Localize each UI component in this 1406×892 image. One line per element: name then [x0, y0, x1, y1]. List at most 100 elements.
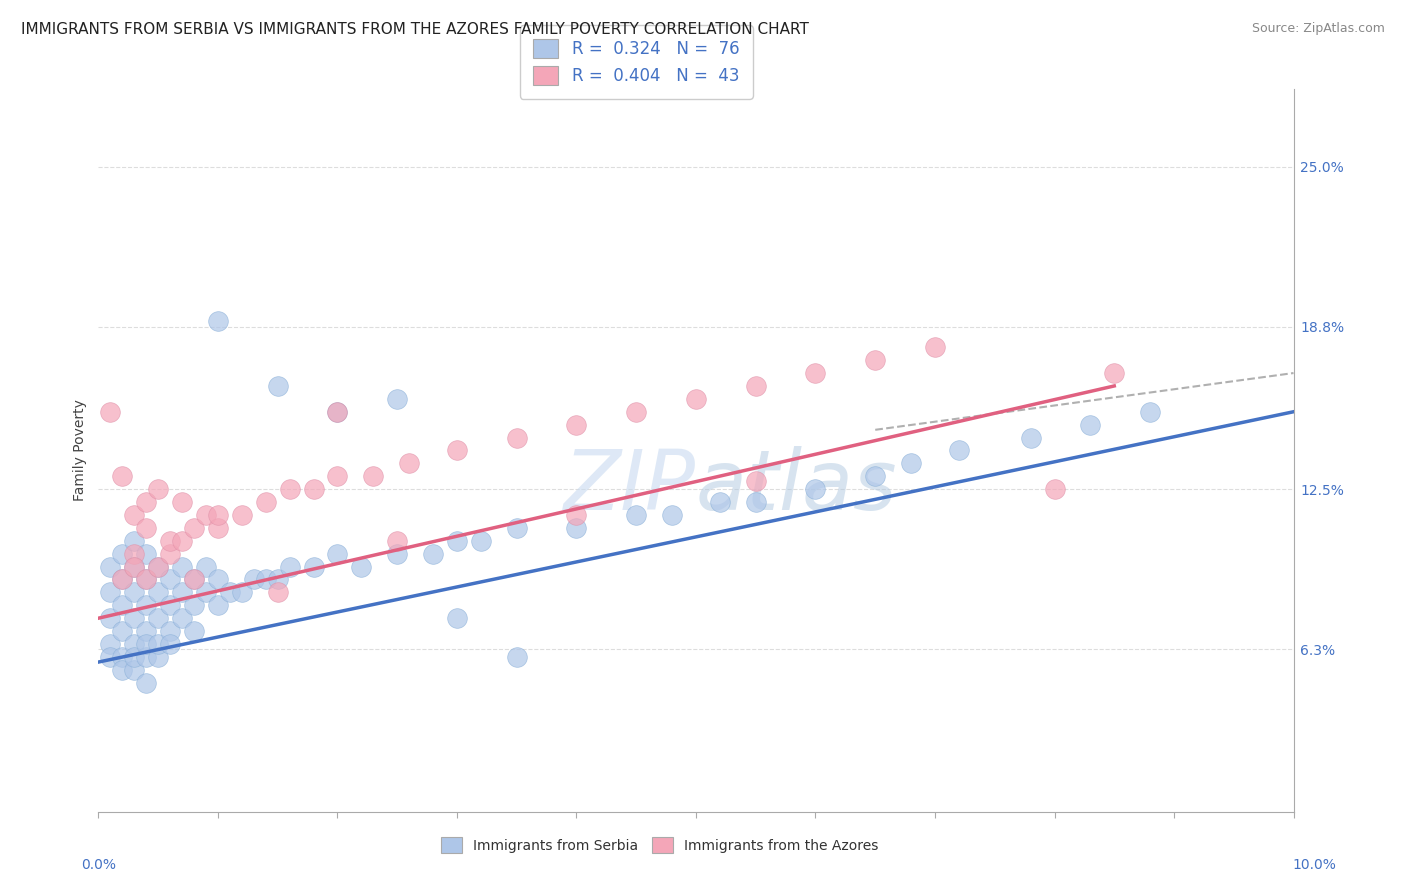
Point — [124, 559, 146, 574]
Point — [326, 547, 349, 561]
Legend: Immigrants from Serbia, Immigrants from the Azores: Immigrants from Serbia, Immigrants from … — [436, 832, 884, 859]
Point — [446, 533, 468, 548]
Point — [111, 469, 134, 483]
Point — [135, 637, 157, 651]
Point — [506, 431, 529, 445]
Point — [172, 611, 194, 625]
Point — [183, 573, 205, 587]
Point — [745, 495, 768, 509]
Y-axis label: Family Poverty: Family Poverty — [73, 400, 87, 501]
Text: Source: ZipAtlas.com: Source: ZipAtlas.com — [1251, 22, 1385, 36]
Point — [506, 649, 529, 664]
Point — [135, 547, 157, 561]
Point — [148, 559, 170, 574]
Point — [1019, 431, 1042, 445]
Point — [172, 533, 194, 548]
Point — [363, 469, 385, 483]
Point — [98, 649, 122, 664]
Point — [254, 573, 277, 587]
Point — [278, 482, 301, 496]
Point — [207, 573, 229, 587]
Point — [243, 573, 266, 587]
Text: 10.0%: 10.0% — [1292, 858, 1337, 872]
Point — [124, 637, 146, 651]
Text: atlas: atlas — [696, 446, 897, 527]
Point — [135, 573, 157, 587]
Point — [231, 508, 253, 522]
Point — [135, 624, 157, 639]
Point — [302, 559, 325, 574]
Point — [98, 611, 122, 625]
Point — [135, 573, 157, 587]
Point — [924, 340, 946, 354]
Point — [159, 599, 181, 613]
Point — [685, 392, 707, 406]
Text: IMMIGRANTS FROM SERBIA VS IMMIGRANTS FROM THE AZORES FAMILY POVERTY CORRELATION : IMMIGRANTS FROM SERBIA VS IMMIGRANTS FRO… — [21, 22, 808, 37]
Point — [865, 353, 887, 368]
Point — [124, 611, 146, 625]
Point — [207, 508, 229, 522]
Point — [745, 475, 768, 489]
Point — [159, 624, 181, 639]
Point — [98, 637, 122, 651]
Point — [124, 649, 146, 664]
Point — [804, 482, 827, 496]
Point — [1080, 417, 1102, 432]
Point — [148, 649, 170, 664]
Point — [135, 649, 157, 664]
Point — [506, 521, 529, 535]
Point — [135, 495, 157, 509]
Point — [135, 675, 157, 690]
Point — [172, 585, 194, 599]
Point — [422, 547, 444, 561]
Point — [111, 663, 134, 677]
Point — [111, 573, 134, 587]
Point — [267, 573, 290, 587]
Point — [626, 508, 648, 522]
Point — [148, 585, 170, 599]
Point — [148, 611, 170, 625]
Point — [111, 573, 134, 587]
Point — [207, 314, 229, 328]
Point — [626, 405, 648, 419]
Point — [183, 599, 205, 613]
Point — [565, 521, 588, 535]
Point — [1043, 482, 1066, 496]
Point — [195, 508, 218, 522]
Point — [385, 547, 409, 561]
Point — [159, 637, 181, 651]
Point — [745, 379, 768, 393]
Point — [865, 469, 887, 483]
Point — [172, 495, 194, 509]
Point — [195, 559, 218, 574]
Point — [302, 482, 325, 496]
Point — [1139, 405, 1161, 419]
Point — [183, 573, 205, 587]
Point — [267, 379, 290, 393]
Point — [159, 533, 181, 548]
Point — [254, 495, 277, 509]
Point — [219, 585, 242, 599]
Point — [148, 559, 170, 574]
Point — [172, 559, 194, 574]
Point — [195, 585, 218, 599]
Point — [565, 417, 588, 432]
Point — [98, 559, 122, 574]
Point — [948, 443, 970, 458]
Point — [148, 482, 170, 496]
Point — [326, 405, 349, 419]
Point — [183, 521, 205, 535]
Point — [350, 559, 373, 574]
Point — [446, 443, 468, 458]
Text: 0.0%: 0.0% — [82, 858, 115, 872]
Point — [111, 547, 134, 561]
Point — [124, 547, 146, 561]
Point — [183, 624, 205, 639]
Point — [470, 533, 492, 548]
Point — [124, 559, 146, 574]
Point — [124, 663, 146, 677]
Point — [98, 585, 122, 599]
Point — [804, 366, 827, 380]
Point — [446, 611, 468, 625]
Point — [661, 508, 683, 522]
